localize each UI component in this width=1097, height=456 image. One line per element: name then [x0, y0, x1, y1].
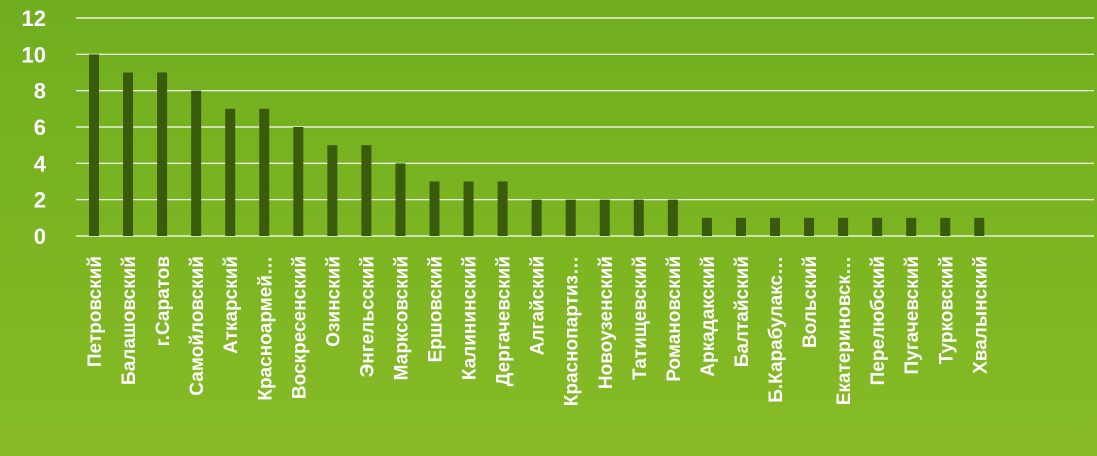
- category-label: Балашовский: [119, 256, 140, 385]
- y-tick-label: 8: [34, 79, 46, 104]
- category-label: Красноармей…: [255, 256, 276, 401]
- category-label: Калининский: [460, 256, 481, 380]
- bar: [872, 217, 883, 236]
- bar: [429, 181, 440, 236]
- category-label: Краснопартиз…: [562, 256, 583, 406]
- y-tick-label: 4: [34, 151, 47, 176]
- grid-lines: [76, 17, 1094, 237]
- category-label: Энгельсский: [357, 256, 378, 377]
- bar: [804, 217, 815, 236]
- category-label: Алгайский: [528, 256, 549, 355]
- category-label: Балтайский: [732, 256, 753, 367]
- category-label: Вольский: [800, 256, 821, 348]
- bar: [327, 145, 338, 236]
- y-tick-label: 2: [34, 188, 46, 213]
- bar: [259, 108, 270, 236]
- bar: [395, 163, 406, 236]
- category-label: Марксовский: [391, 256, 412, 380]
- y-axis: 0 2 4 6 8 10 12: [22, 6, 47, 249]
- bar: [770, 217, 780, 236]
- bar: [906, 217, 917, 236]
- category-label: Дергачевский: [494, 256, 515, 386]
- category-label: Озинский: [323, 256, 344, 347]
- y-tick-label: 6: [34, 115, 46, 140]
- bar: [191, 90, 202, 237]
- category-label: Турковский: [936, 256, 957, 364]
- category-label: г.Саратов: [153, 256, 174, 346]
- category-label: Хвалынский: [970, 256, 991, 374]
- bar: [701, 217, 712, 236]
- category-label: Б.Карабулакс…: [766, 256, 787, 403]
- x-axis: Петровский Балашовский г.Саратов Самойловск…: [85, 256, 991, 406]
- bar: [735, 217, 746, 236]
- category-label: Самойловский: [187, 256, 208, 396]
- category-label: Пугачевский: [902, 256, 923, 374]
- bar: [225, 108, 236, 236]
- bar: [667, 199, 678, 236]
- category-label: Аткарский: [221, 256, 242, 354]
- bar: [633, 199, 644, 236]
- category-label: Петровский: [85, 256, 106, 367]
- bar: [940, 217, 951, 236]
- category-label: Перелюбский: [868, 256, 889, 385]
- bar: [531, 199, 542, 236]
- bar: [463, 181, 474, 236]
- category-label: Воскресенский: [289, 256, 310, 399]
- bar: [974, 217, 985, 236]
- bar: [361, 145, 372, 236]
- y-tick-label: 12: [22, 6, 46, 31]
- bars: [89, 54, 985, 237]
- y-tick-label: 0: [34, 224, 46, 249]
- bar: [497, 181, 508, 236]
- category-label: Татищевский: [630, 256, 651, 380]
- category-label: Романовский: [664, 256, 685, 382]
- category-label: Ершовский: [426, 256, 447, 362]
- bar: [838, 217, 849, 236]
- bar: [293, 127, 304, 236]
- bar: [599, 199, 610, 236]
- bar: [89, 54, 99, 237]
- bar: [123, 72, 134, 236]
- category-label: Екатериновск…: [834, 256, 855, 405]
- category-label: Новоузенский: [596, 256, 617, 389]
- category-label: Аркадакский: [698, 256, 719, 377]
- bar: [565, 199, 576, 236]
- y-tick-label: 10: [22, 42, 46, 67]
- bar: [157, 72, 168, 236]
